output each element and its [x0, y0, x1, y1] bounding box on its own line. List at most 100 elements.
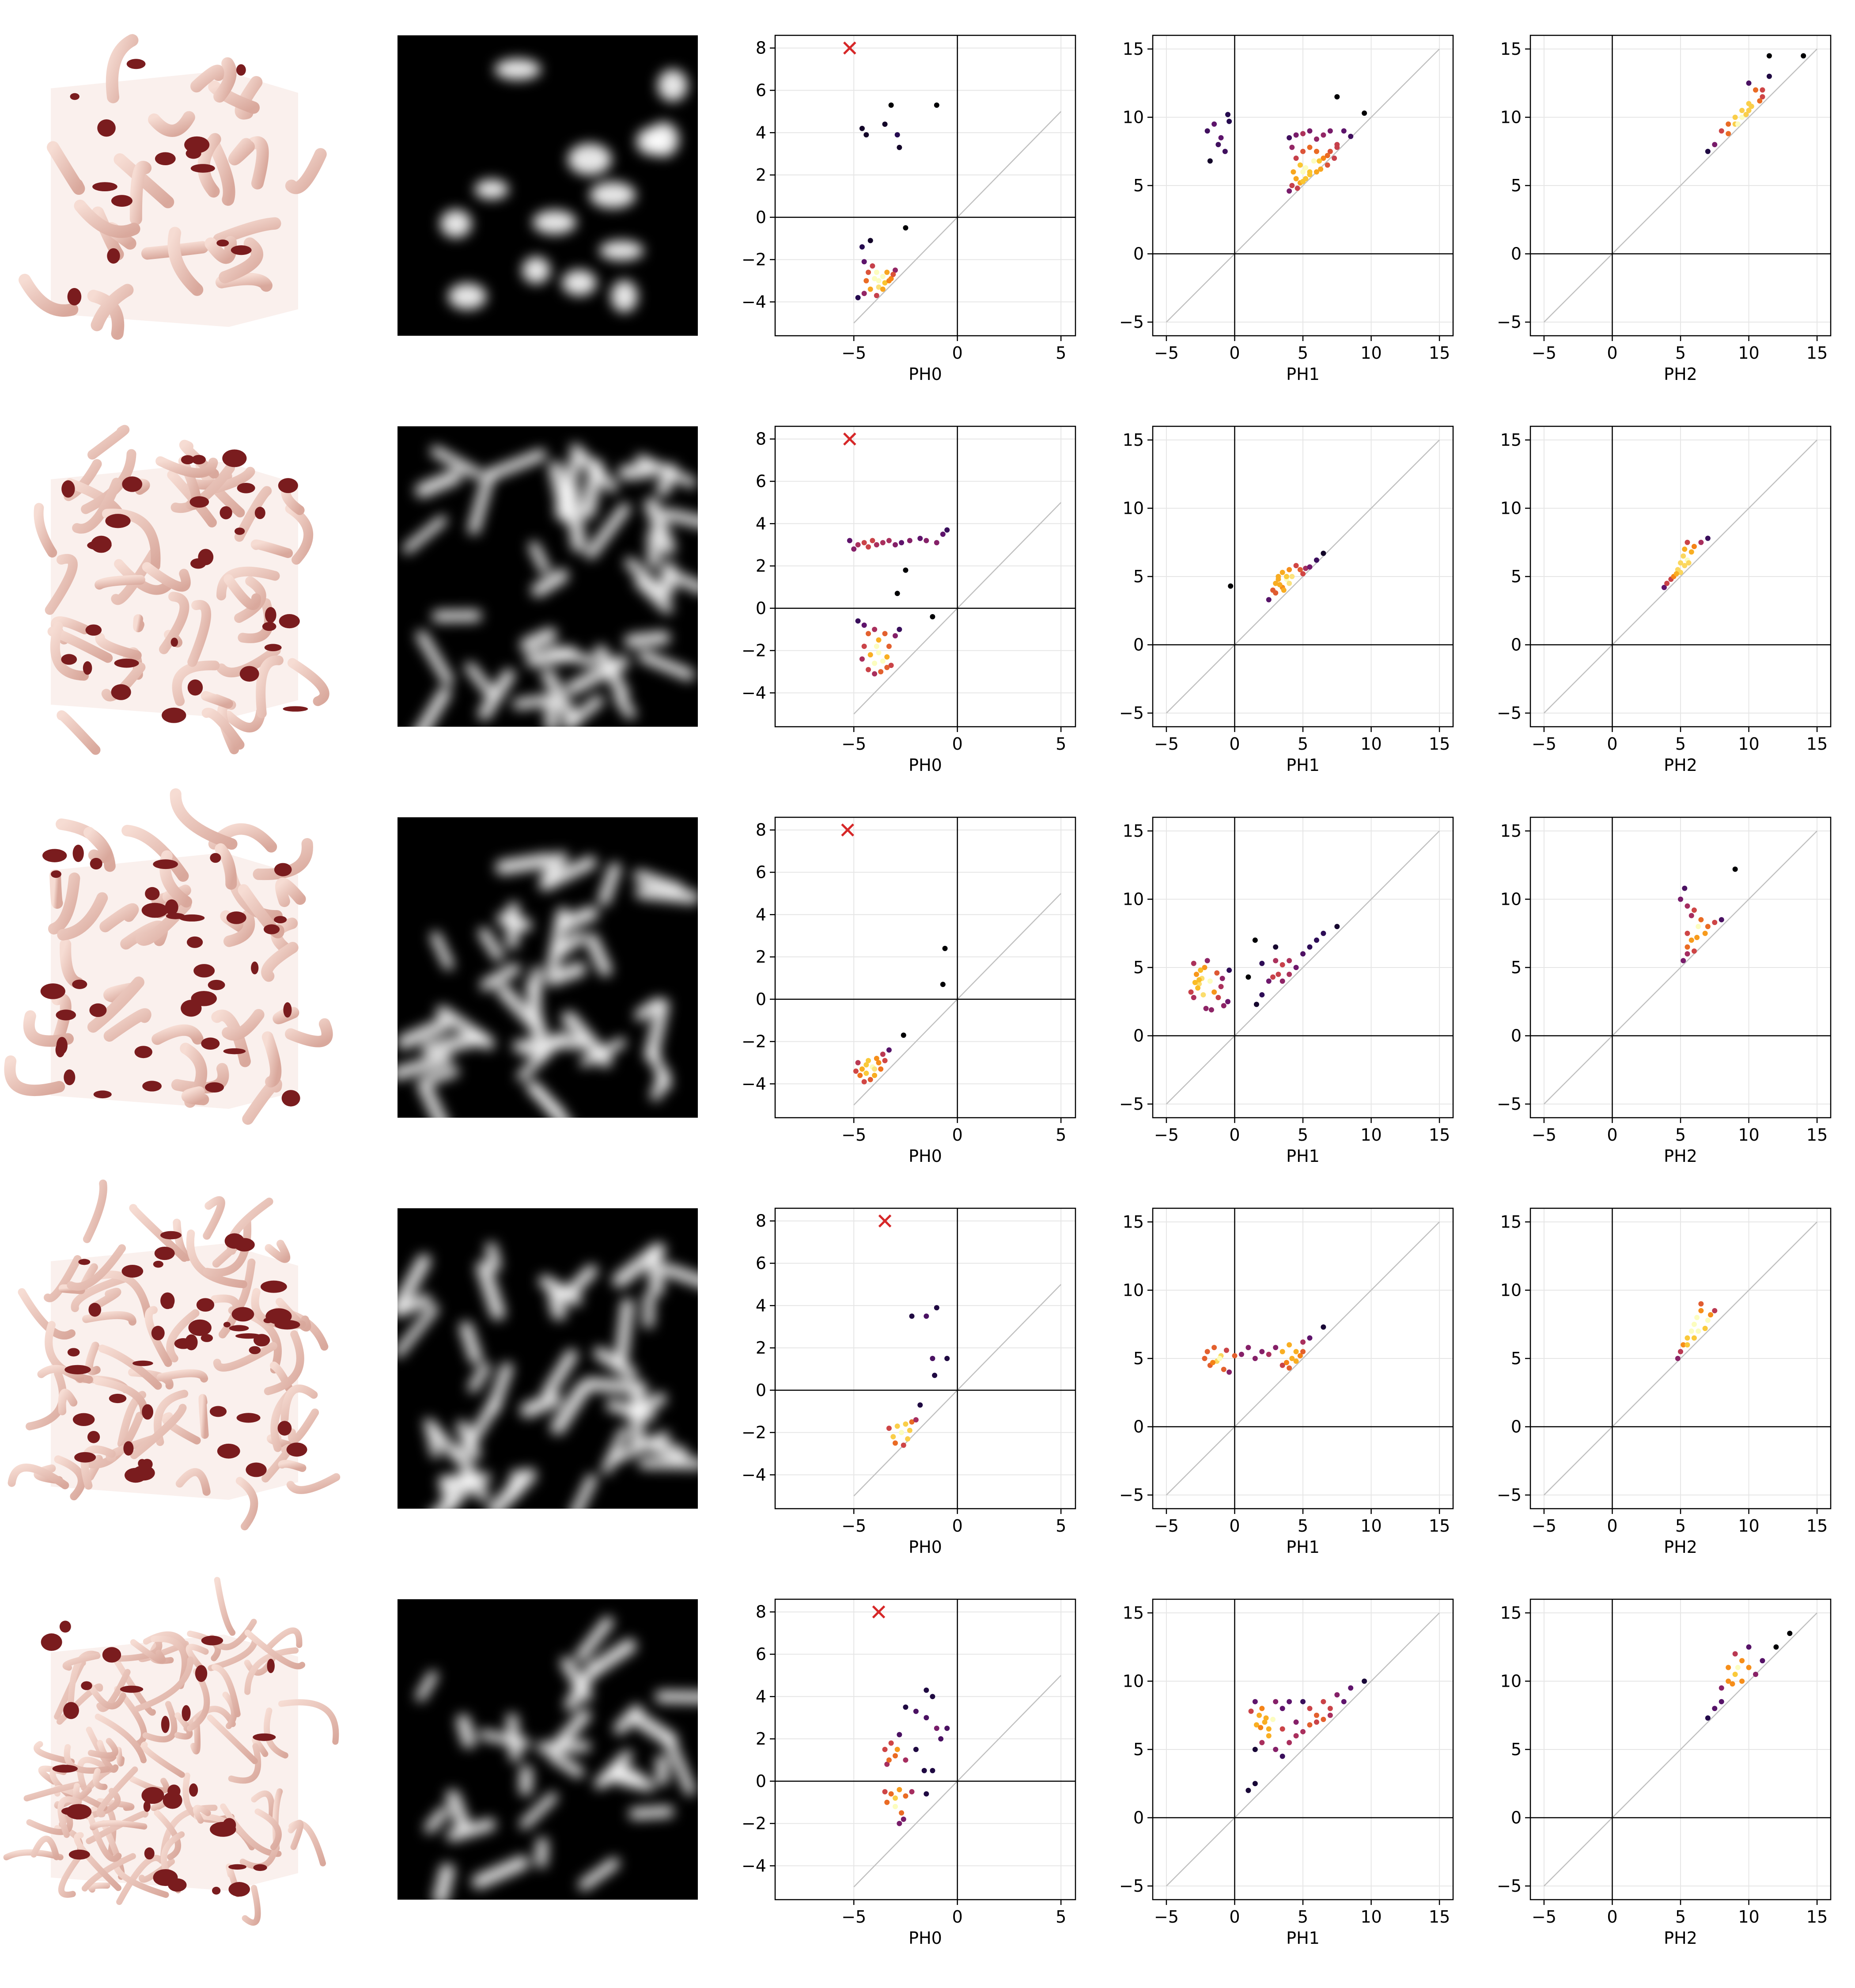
persistence-point: [1726, 1678, 1731, 1684]
volume-tube: [67, 1244, 126, 1291]
volume-cut-face: [185, 1334, 198, 1351]
persistence-point: [909, 1789, 915, 1795]
persistence-point: [1753, 1672, 1758, 1677]
volume-tube: [288, 1820, 304, 1850]
volume-tube: [129, 1204, 189, 1262]
volume-tube: [214, 1577, 236, 1636]
y-tick-label: 0: [756, 1772, 766, 1791]
persistence-point: [1685, 903, 1690, 909]
x-tick-label: 0: [1229, 734, 1240, 754]
persistence-point: [901, 1817, 906, 1822]
persistence-point: [1300, 1349, 1306, 1354]
x-tick-label: 10: [1738, 1516, 1759, 1536]
slice-blob: [644, 998, 670, 1062]
persistence-point: [1760, 1658, 1765, 1664]
persistence-point: [1289, 574, 1295, 579]
slice-blob: [478, 669, 515, 721]
volume-tube: [219, 237, 263, 284]
volume-cut-face: [143, 1801, 151, 1812]
volume-cut-face: [228, 1882, 250, 1897]
persistence-point: [1749, 103, 1754, 109]
volume-tube: [98, 1344, 162, 1390]
slice-image-row-2: [398, 426, 723, 748]
persistence-point: [1219, 975, 1225, 981]
persistence-point: [1280, 978, 1285, 984]
volume-tube: [23, 1781, 86, 1802]
volume-tube: [213, 217, 281, 246]
volume-cut-face: [161, 1715, 170, 1733]
volume-cut-face: [253, 1864, 267, 1871]
volume-tube: [204, 236, 237, 264]
volume-cut-face: [283, 1002, 292, 1018]
persistence-point: [1225, 112, 1230, 118]
y-tick-label: 6: [756, 472, 766, 491]
persistence-point: [855, 295, 861, 300]
persistence-point: [886, 1047, 892, 1053]
volume-cut-face: [235, 1333, 262, 1339]
persistence-point: [876, 650, 882, 656]
persistence-point: [1291, 169, 1296, 175]
y-tick-label: 4: [756, 1687, 766, 1706]
volume-tube: [68, 1650, 100, 1710]
slice-blob: [531, 569, 569, 597]
persistence-diagram-ph1-row-5: −5 0 5 10 15 −5 0 5 10 15 PH1: [1119, 1598, 1454, 1948]
slice-blob: [529, 966, 543, 1012]
persistence-point: [1348, 1685, 1354, 1691]
y-tick-label: 0: [756, 1381, 766, 1400]
slice-blob: [409, 687, 451, 748]
x-tick-label: 5: [1675, 1516, 1686, 1536]
volume-tube: [215, 843, 237, 890]
x-tick-label: 15: [1806, 734, 1828, 754]
persistence-diagram-ph2-row-1: −5 0 5 10 15 −5 0 5 10 15 PH2: [1497, 34, 1832, 384]
volume-tube: [57, 710, 101, 755]
volume-tube: [129, 161, 152, 225]
persistence-point: [1287, 1740, 1292, 1745]
persistence-point: [880, 273, 886, 279]
x-tick-label: −5: [1154, 1907, 1179, 1927]
volume-cut-face: [153, 1869, 178, 1886]
volume-cut-face: [249, 1346, 261, 1354]
persistence-point: [1273, 958, 1279, 964]
persistence-point: [1266, 1726, 1272, 1732]
persistence-point: [1314, 148, 1319, 154]
persistence-point: [1280, 569, 1285, 575]
volume-cut-face: [153, 859, 178, 869]
volume-tube: [86, 1810, 149, 1844]
volume-tube: [208, 80, 260, 114]
persistence-point: [1362, 1678, 1367, 1684]
persistence-point: [1263, 1715, 1269, 1721]
persistence-point: [1300, 131, 1306, 137]
volume-tube: [90, 1820, 148, 1831]
volume-tube: [280, 1385, 318, 1423]
y-tick-label: 10: [1500, 889, 1522, 909]
persistence-point: [1287, 188, 1292, 194]
volume-tube: [261, 941, 299, 982]
volume-cut-face: [120, 1685, 144, 1693]
y-tick-label: 15: [1123, 1212, 1144, 1232]
slice-blob: [541, 851, 568, 884]
slice-blob: [612, 1762, 645, 1787]
volume-tube: [187, 600, 211, 667]
x-tick-label: 10: [1360, 734, 1382, 754]
slice-blobs: [391, 851, 700, 1140]
persistence-point: [894, 1423, 900, 1429]
persistence-point: [876, 637, 882, 643]
persistence-point: [1273, 1747, 1279, 1752]
persistence-diagram-ph0-row-5: −5 0 5 −4 −2 0 2 4 6 8 PH0: [742, 1598, 1076, 1948]
persistence-point: [1760, 94, 1765, 100]
volume-tube: [265, 1240, 291, 1263]
volume-cut-face: [231, 1307, 254, 1322]
persistence-point: [1743, 112, 1749, 118]
volume-tube: [37, 1365, 84, 1383]
volume-tube: [34, 503, 57, 558]
volume-tube: [186, 1229, 247, 1289]
persistence-point: [894, 1747, 900, 1752]
persistence-point: [1252, 1356, 1258, 1361]
volume-tube: [87, 1682, 126, 1710]
persistence-point: [1252, 1699, 1258, 1704]
persistence-point: [1297, 162, 1303, 168]
volume-cut-face: [126, 59, 146, 69]
persistence-point: [1321, 550, 1326, 556]
x-tick-label: −5: [1532, 343, 1556, 363]
persistence-point: [930, 614, 935, 619]
